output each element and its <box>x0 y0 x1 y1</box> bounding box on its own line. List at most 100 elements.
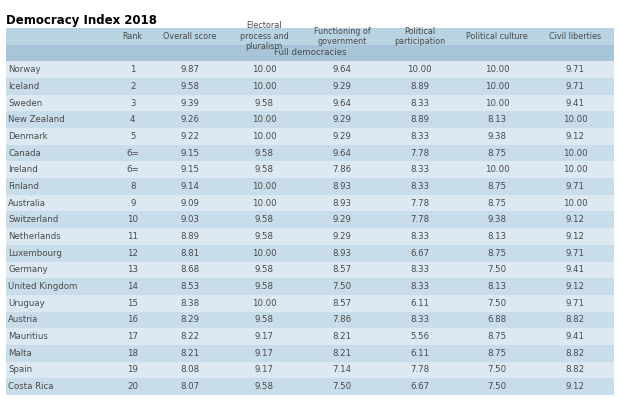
Text: 10.00: 10.00 <box>485 82 510 91</box>
Text: 9.71: 9.71 <box>565 299 585 308</box>
Text: Canada: Canada <box>8 148 41 158</box>
Text: Full democracies: Full democracies <box>274 48 346 57</box>
Text: 10.00: 10.00 <box>252 65 277 74</box>
Text: Switzerland: Switzerland <box>8 215 58 224</box>
Text: 9.26: 9.26 <box>180 115 200 124</box>
Text: Luxembourg: Luxembourg <box>8 249 62 258</box>
Text: 9.09: 9.09 <box>181 199 200 207</box>
Text: 6.67: 6.67 <box>410 249 429 258</box>
Text: 8.33: 8.33 <box>410 316 429 324</box>
Text: 9.15: 9.15 <box>180 148 200 158</box>
Text: 9.29: 9.29 <box>333 132 352 141</box>
Text: 9: 9 <box>130 199 136 207</box>
Text: 8.89: 8.89 <box>410 82 429 91</box>
Text: 12: 12 <box>127 249 138 258</box>
Text: 10.00: 10.00 <box>252 199 277 207</box>
Text: 9.64: 9.64 <box>332 148 352 158</box>
Text: 17: 17 <box>127 332 138 341</box>
Text: 7.78: 7.78 <box>410 199 429 207</box>
Text: 9.29: 9.29 <box>333 232 352 241</box>
Text: 8.68: 8.68 <box>180 265 200 275</box>
Text: 9.38: 9.38 <box>488 215 507 224</box>
Text: 9.58: 9.58 <box>255 232 274 241</box>
Text: 9.17: 9.17 <box>255 349 274 358</box>
Text: 9.41: 9.41 <box>565 265 585 275</box>
Text: 10.00: 10.00 <box>252 115 277 124</box>
Text: 7.50: 7.50 <box>332 382 352 391</box>
Text: 8.33: 8.33 <box>410 182 429 191</box>
Text: 2: 2 <box>130 82 136 91</box>
Text: Ireland: Ireland <box>8 165 38 174</box>
Text: 8.13: 8.13 <box>488 232 507 241</box>
Text: 8.33: 8.33 <box>410 132 429 141</box>
Text: 8.75: 8.75 <box>488 148 507 158</box>
Text: 1: 1 <box>130 65 136 74</box>
Text: 9.58: 9.58 <box>255 265 274 275</box>
Text: 8: 8 <box>130 182 136 191</box>
Text: 9.03: 9.03 <box>180 215 200 224</box>
Text: Civil liberties: Civil liberties <box>549 32 601 41</box>
Text: 8.57: 8.57 <box>332 265 352 275</box>
Text: 8.13: 8.13 <box>488 115 507 124</box>
Text: Netherlands: Netherlands <box>8 232 61 241</box>
Text: 5.56: 5.56 <box>410 332 429 341</box>
Text: 9.71: 9.71 <box>565 249 585 258</box>
Text: 8.93: 8.93 <box>332 249 352 258</box>
Text: 15: 15 <box>127 299 138 308</box>
Text: Germany: Germany <box>8 265 48 275</box>
Text: Australia: Australia <box>8 199 46 207</box>
Text: 7.78: 7.78 <box>410 365 429 375</box>
Text: 7.50: 7.50 <box>488 382 507 391</box>
Text: 9.58: 9.58 <box>255 148 274 158</box>
Text: 8.75: 8.75 <box>488 332 507 341</box>
Text: 10.00: 10.00 <box>563 148 587 158</box>
Text: 10.00: 10.00 <box>252 249 277 258</box>
Text: 10.00: 10.00 <box>252 182 277 191</box>
Text: 8.21: 8.21 <box>332 332 352 341</box>
Text: 9.41: 9.41 <box>565 99 585 107</box>
Text: 7.78: 7.78 <box>410 215 429 224</box>
Text: 9.64: 9.64 <box>332 65 352 74</box>
Text: 10.00: 10.00 <box>563 199 587 207</box>
Text: 8.57: 8.57 <box>332 299 352 308</box>
Text: 7.86: 7.86 <box>332 165 352 174</box>
Text: Overall score: Overall score <box>164 32 217 41</box>
Text: Iceland: Iceland <box>8 82 39 91</box>
Text: 16: 16 <box>127 316 138 324</box>
Text: Democracy Index 2018: Democracy Index 2018 <box>6 14 157 27</box>
Text: 3: 3 <box>130 99 136 107</box>
Text: 9.58: 9.58 <box>255 165 274 174</box>
Text: 9.71: 9.71 <box>565 182 585 191</box>
Text: 8.33: 8.33 <box>410 99 429 107</box>
Text: 8.29: 8.29 <box>180 316 200 324</box>
Text: 19: 19 <box>127 365 138 375</box>
Text: 8.75: 8.75 <box>488 199 507 207</box>
Text: 9.58: 9.58 <box>255 316 274 324</box>
Text: New Zealand: New Zealand <box>8 115 65 124</box>
Text: 9.64: 9.64 <box>332 99 352 107</box>
Text: Mauritius: Mauritius <box>8 332 48 341</box>
Text: 8.33: 8.33 <box>410 265 429 275</box>
Text: 8.82: 8.82 <box>565 365 585 375</box>
Text: Norway: Norway <box>8 65 41 74</box>
Text: 8.89: 8.89 <box>180 232 200 241</box>
Text: 13: 13 <box>127 265 138 275</box>
Text: 9.58: 9.58 <box>255 282 274 291</box>
Text: Spain: Spain <box>8 365 32 375</box>
Text: 10.00: 10.00 <box>485 65 510 74</box>
Text: 6.11: 6.11 <box>410 299 429 308</box>
Text: 10.00: 10.00 <box>252 132 277 141</box>
Text: 6.67: 6.67 <box>410 382 429 391</box>
Text: 4: 4 <box>130 115 136 124</box>
Text: 10.00: 10.00 <box>252 299 277 308</box>
Text: 9.12: 9.12 <box>565 382 585 391</box>
Text: 9.12: 9.12 <box>565 215 585 224</box>
Text: Uruguay: Uruguay <box>8 299 45 308</box>
Text: 9.39: 9.39 <box>181 99 200 107</box>
Text: 9.58: 9.58 <box>180 82 200 91</box>
Text: Rank: Rank <box>123 32 143 41</box>
Text: 9.12: 9.12 <box>565 232 585 241</box>
Text: Finland: Finland <box>8 182 39 191</box>
Text: 10.00: 10.00 <box>407 65 432 74</box>
Text: Political
participation: Political participation <box>394 27 445 46</box>
